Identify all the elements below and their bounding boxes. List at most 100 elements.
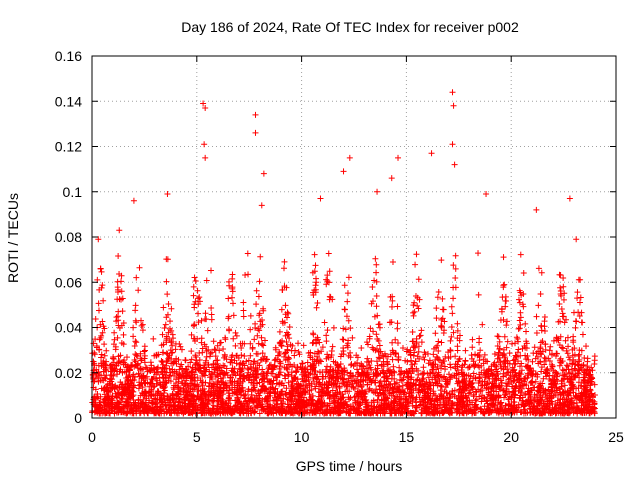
data-point bbox=[529, 371, 536, 378]
data-point bbox=[441, 318, 448, 325]
data-point bbox=[447, 364, 454, 371]
data-point bbox=[387, 293, 394, 300]
data-point bbox=[171, 372, 178, 379]
data-point bbox=[95, 300, 102, 307]
data-point bbox=[254, 332, 261, 339]
data-point bbox=[451, 387, 458, 394]
data-point bbox=[228, 356, 235, 363]
data-point bbox=[325, 250, 332, 257]
data-point bbox=[549, 404, 556, 411]
data-point bbox=[423, 378, 430, 385]
data-point bbox=[195, 388, 202, 395]
data-point bbox=[383, 375, 390, 382]
data-point bbox=[450, 262, 457, 269]
data-point bbox=[186, 373, 193, 380]
data-point bbox=[218, 379, 225, 386]
data-point bbox=[410, 302, 417, 309]
data-point bbox=[420, 354, 427, 361]
data-point bbox=[573, 407, 580, 414]
data-point bbox=[553, 350, 560, 357]
data-point bbox=[438, 394, 445, 401]
data-point bbox=[370, 399, 377, 406]
data-point bbox=[546, 390, 553, 397]
data-point bbox=[132, 302, 139, 309]
data-point bbox=[157, 391, 164, 398]
data-point bbox=[472, 397, 479, 404]
data-point bbox=[353, 352, 360, 359]
data-point bbox=[527, 410, 534, 417]
data-point bbox=[572, 324, 579, 331]
data-point bbox=[282, 390, 289, 397]
data-point bbox=[343, 313, 350, 320]
data-point bbox=[314, 334, 321, 341]
data-point bbox=[119, 308, 126, 315]
data-point bbox=[507, 372, 514, 379]
data-point bbox=[520, 402, 527, 409]
data-point bbox=[119, 359, 126, 366]
data-point bbox=[432, 330, 439, 337]
data-point bbox=[277, 339, 284, 346]
data-point bbox=[420, 371, 427, 378]
data-point bbox=[204, 400, 211, 407]
data-point bbox=[210, 380, 217, 387]
data-point bbox=[384, 358, 391, 365]
data-point bbox=[229, 294, 235, 301]
data-point bbox=[341, 379, 348, 386]
data-point bbox=[339, 391, 346, 398]
data-point bbox=[548, 365, 555, 372]
data-point bbox=[238, 403, 245, 410]
data-point bbox=[107, 400, 114, 407]
data-point bbox=[415, 305, 422, 312]
data-point bbox=[445, 349, 452, 356]
data-point bbox=[578, 397, 585, 404]
data-point bbox=[344, 342, 351, 349]
data-point bbox=[435, 288, 442, 295]
data-point bbox=[336, 383, 343, 390]
data-point bbox=[280, 382, 287, 389]
data-point bbox=[524, 388, 531, 395]
data-point bbox=[252, 325, 259, 332]
data-point bbox=[394, 325, 401, 332]
data-point bbox=[202, 310, 209, 317]
data-point bbox=[113, 314, 120, 321]
data-point bbox=[477, 388, 484, 395]
data-point bbox=[172, 398, 179, 405]
data-point bbox=[423, 408, 430, 415]
y-tick-label: 0.16 bbox=[55, 48, 82, 64]
data-point bbox=[586, 386, 593, 393]
data-point bbox=[549, 380, 556, 387]
data-point bbox=[412, 358, 419, 365]
data-point bbox=[207, 387, 214, 394]
data-point bbox=[520, 270, 527, 277]
data-point bbox=[293, 398, 300, 405]
data-point bbox=[217, 404, 224, 411]
data-point bbox=[275, 371, 282, 378]
data-point bbox=[484, 379, 491, 386]
data-point bbox=[96, 401, 103, 408]
data-point bbox=[516, 317, 523, 324]
data-point bbox=[319, 344, 326, 351]
data-point bbox=[115, 409, 122, 416]
data-point bbox=[270, 397, 277, 404]
data-point bbox=[208, 349, 215, 356]
data-point-peak bbox=[202, 154, 209, 161]
data-point bbox=[485, 367, 492, 374]
data-point bbox=[386, 387, 393, 394]
data-point bbox=[563, 316, 570, 323]
data-point bbox=[190, 408, 197, 415]
data-point bbox=[450, 295, 457, 302]
data-point bbox=[386, 380, 393, 387]
data-point bbox=[264, 369, 271, 376]
data-point bbox=[267, 390, 274, 397]
data-point bbox=[406, 368, 413, 375]
data-point bbox=[469, 336, 476, 343]
data-point bbox=[373, 369, 380, 376]
data-point bbox=[165, 393, 172, 400]
data-point bbox=[283, 338, 290, 345]
data-point bbox=[344, 369, 351, 376]
data-point bbox=[239, 372, 246, 379]
data-point bbox=[495, 333, 502, 340]
data-point bbox=[281, 265, 288, 272]
data-point bbox=[120, 320, 127, 327]
data-point bbox=[225, 404, 232, 411]
